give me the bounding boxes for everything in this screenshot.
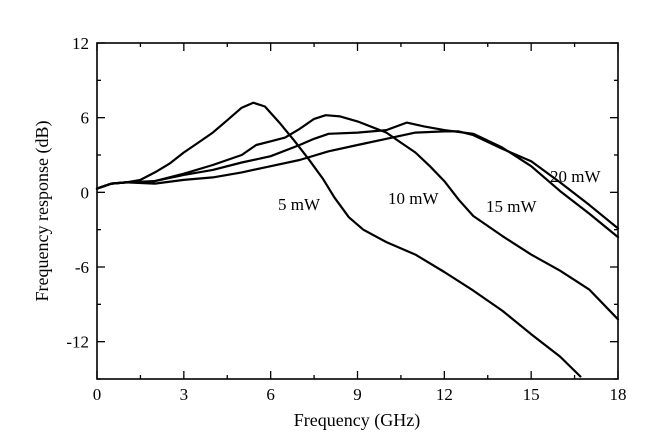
series-lines — [95, 101, 620, 378]
x-tick-label: 15 — [523, 385, 540, 404]
y-tick-labels: 12 6 0 -6 -12 — [66, 34, 89, 352]
x-tick-label: 0 — [93, 385, 102, 404]
x-tick-label: 12 — [436, 385, 453, 404]
x-tick-label: 6 — [266, 385, 275, 404]
x-axis-label: Frequency (GHz) — [294, 410, 420, 431]
series-line-15mw — [95, 121, 620, 239]
y-tick-label: 6 — [81, 109, 90, 128]
series-line-20mw — [95, 130, 620, 230]
y-axis-label: Frequency response (dB) — [32, 121, 53, 302]
series-label-5mw: 5 mW — [278, 195, 321, 214]
x-tick-label: 3 — [180, 385, 189, 404]
x-tick-labels: 0 3 6 9 12 15 18 — [93, 385, 627, 404]
axis-ticks — [96, 42, 619, 380]
y-tick-label: 12 — [72, 34, 89, 53]
series-line-5mw — [95, 101, 582, 378]
series-label-15mw: 15 mW — [486, 197, 537, 216]
y-tick-label: -12 — [66, 333, 89, 352]
plot-frame — [96, 42, 619, 380]
x-tick-label: 9 — [353, 385, 362, 404]
y-tick-label: 0 — [81, 183, 90, 202]
y-tick-label: -6 — [75, 258, 89, 277]
series-label-10mw: 10 mW — [388, 189, 439, 208]
x-tick-label: 18 — [610, 385, 627, 404]
series-label-20mw: 20 mW — [550, 167, 601, 186]
